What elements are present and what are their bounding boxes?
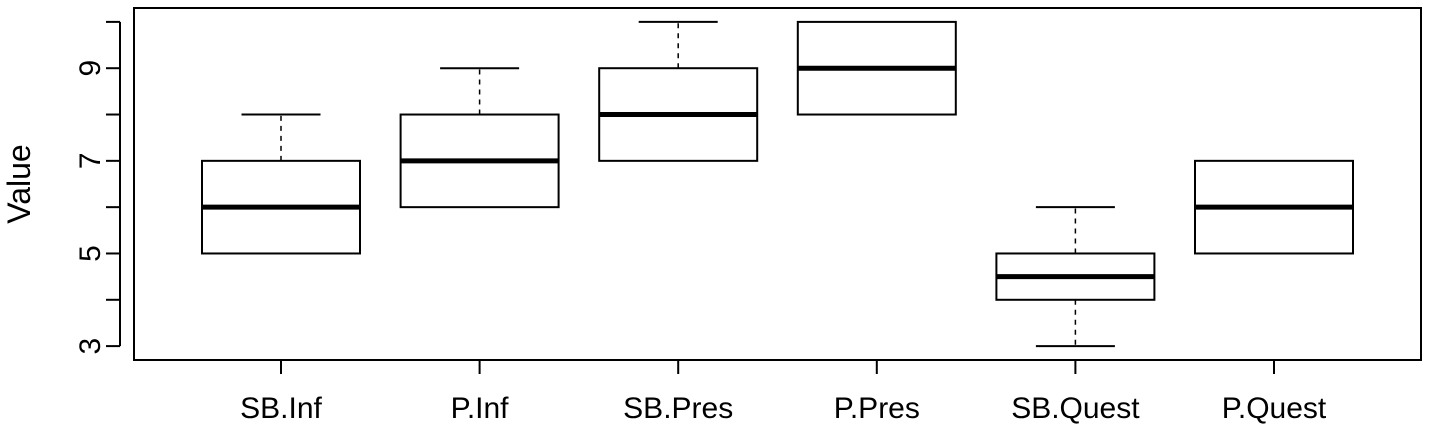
plot-frame xyxy=(133,7,1422,361)
x-axis: SB.Inf P.Inf SB.Pres P.Pres SB.Quest P.Quest xyxy=(240,360,1327,425)
x-tick-label: P.Quest xyxy=(1222,392,1327,425)
x-tick-label: P.Inf xyxy=(451,392,509,425)
x-tick-label: SB.Quest xyxy=(1011,392,1140,425)
y-tick-label: 7 xyxy=(74,152,107,169)
x-tick-label: SB.Pres xyxy=(623,392,733,425)
x-tick-label: SB.Inf xyxy=(240,392,322,425)
box-sb-pres xyxy=(598,20,759,162)
box-p-inf xyxy=(399,67,560,209)
y-axis: 3 5 7 9 xyxy=(74,20,121,355)
box-sb-quest xyxy=(995,206,1156,348)
box-p-quest xyxy=(1194,159,1354,255)
boxes-group xyxy=(201,20,1354,348)
y-tick-label: 3 xyxy=(74,338,107,355)
y-tick-label: 9 xyxy=(74,60,107,77)
y-tick-label: 5 xyxy=(74,245,107,262)
y-axis-label: Value xyxy=(1,144,37,223)
box-p-pres xyxy=(796,20,957,116)
box-sb-inf xyxy=(201,113,361,255)
x-tick-label: P.Pres xyxy=(834,392,920,425)
